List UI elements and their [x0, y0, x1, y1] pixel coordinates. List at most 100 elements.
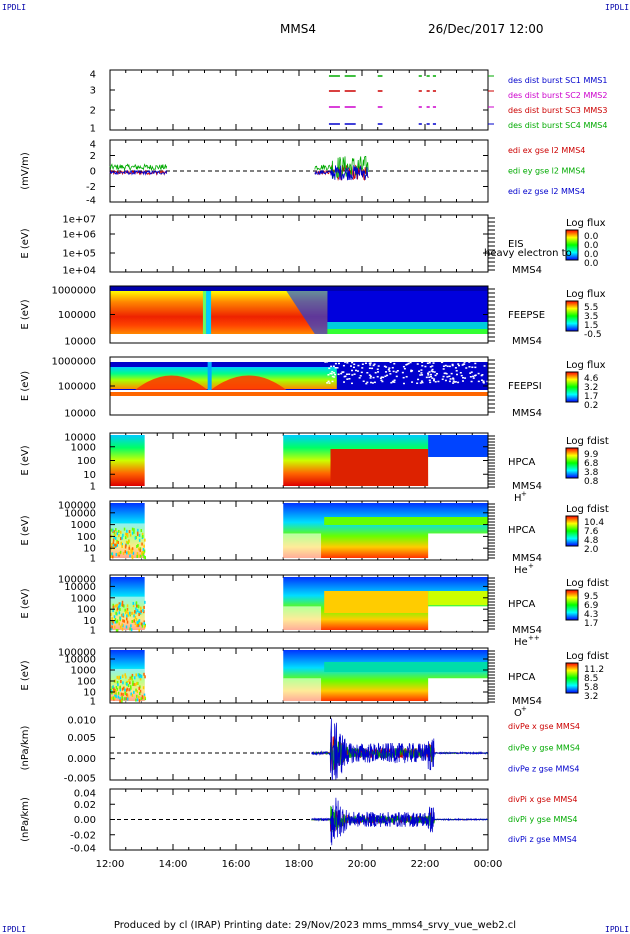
sparse-data-speckle [345, 373, 348, 376]
sparse-data-speckle [344, 361, 347, 363]
sparse-count-speckle [138, 619, 141, 623]
sparse-count-speckle [121, 699, 123, 703]
spacecraft-label: MMS4 [512, 408, 542, 419]
legend-entry: divPi y gse MMS4 [508, 815, 577, 824]
sparse-count-speckle [112, 620, 114, 624]
sparse-data-speckle [431, 365, 434, 367]
panel-frame [109, 574, 489, 633]
sparse-data-speckle [480, 374, 483, 377]
sparse-data-speckle [369, 375, 372, 378]
sparse-data-speckle [405, 375, 408, 378]
y-axis-label: (mV/m) [20, 152, 31, 190]
sparse-data-speckle [393, 379, 396, 381]
sparse-count-speckle [138, 686, 141, 690]
colorbar-tick-label: 2.0 [584, 545, 599, 555]
sparse-count-speckle [128, 545, 131, 549]
edi-series-trace [314, 156, 369, 179]
edi-series-trace [109, 169, 168, 176]
sparse-count-speckle [130, 628, 133, 632]
instrument-label: EIS [508, 239, 524, 250]
sparse-count-speckle [136, 544, 138, 548]
sparse-count-speckle [110, 691, 113, 695]
sparse-data-speckle [428, 361, 431, 364]
sparse-count-speckle [121, 600, 124, 604]
sparse-count-speckle [116, 607, 119, 611]
sparse-count-speckle [143, 693, 146, 697]
sparse-count-speckle [125, 536, 127, 540]
sparse-data-speckle [437, 380, 440, 383]
sparse-count-speckle [137, 543, 139, 547]
sparse-count-speckle [125, 675, 127, 679]
y-tick-label: 1 [90, 697, 96, 708]
sparse-low-energy [283, 678, 322, 702]
colorbar-title: Log fdist [566, 504, 609, 515]
sparse-count-speckle [138, 675, 141, 679]
sparse-count-speckle [120, 541, 123, 545]
sparse-data-speckle [462, 377, 465, 379]
sparse-count-speckle [144, 623, 146, 627]
sparse-count-speckle [130, 675, 133, 679]
sparse-count-speckle [116, 620, 118, 624]
y-tick-label: 1000 [71, 593, 96, 604]
sparse-count-speckle [126, 609, 128, 613]
sparse-data-speckle [452, 377, 455, 379]
sparse-data-speckle [454, 381, 457, 383]
sparse-data-speckle [427, 372, 430, 375]
sparse-count-speckle [120, 537, 122, 541]
sparse-data-speckle [420, 380, 423, 382]
y-tick-label: 100 [77, 677, 96, 688]
sparse-data-speckle [353, 363, 356, 366]
y-axis-label: (nPa/km) [20, 726, 31, 771]
sparse-count-speckle [140, 609, 142, 613]
sparse-count-speckle [118, 611, 121, 615]
sparse-data-speckle [381, 380, 384, 383]
y-tick-label: 0.02 [74, 800, 96, 811]
sparse-data-speckle [380, 376, 383, 378]
flux-dropout-edge [202, 291, 206, 334]
sparse-data-speckle [469, 376, 472, 378]
sparse-count-speckle [126, 604, 129, 608]
sparse-count-speckle [113, 625, 116, 629]
sparse-data-speckle [374, 371, 377, 374]
sparse-count-speckle [119, 602, 122, 606]
sparse-data-speckle [369, 377, 372, 379]
instrument-label: HPCA [508, 672, 536, 683]
colorbar-title: Log flux [566, 289, 606, 300]
sparse-count-speckle [124, 673, 126, 677]
sparse-data-speckle [430, 370, 433, 372]
y-axis-label: E (eV) [20, 228, 31, 258]
colorbar-tick-label: 1.5 [584, 321, 598, 331]
sparse-data-speckle [328, 382, 331, 384]
y-tick-label: 1000000 [51, 357, 96, 368]
sparse-data-speckle [425, 376, 428, 379]
colorbar [565, 371, 579, 403]
sparse-data-speckle [340, 372, 343, 375]
time-tick-label: 20:00 [348, 859, 377, 870]
sparse-count-speckle [138, 547, 140, 551]
colorbar-tick-label: 0.0 [584, 241, 599, 251]
sparse-count-speckle [143, 549, 146, 553]
sparse-data-speckle [450, 372, 453, 375]
panel-frame [109, 69, 489, 131]
sparse-data-speckle [429, 366, 432, 368]
sparse-count-speckle [117, 683, 119, 687]
sparse-count-speckle [127, 613, 130, 617]
sparse-count-speckle [130, 677, 132, 681]
sparse-count-speckle [129, 676, 132, 680]
sparse-count-speckle [111, 554, 113, 558]
sparse-data-speckle [382, 376, 385, 379]
ion-charge-label: + [528, 562, 534, 570]
sparse-data-speckle [344, 375, 347, 378]
sparse-count-speckle [130, 550, 132, 554]
pressure-divergence-trace [311, 797, 489, 846]
y-tick-label: 100 [77, 456, 96, 467]
flux-dropout [207, 362, 212, 390]
sparse-data-speckle [402, 382, 405, 385]
sparse-data-speckle [332, 365, 335, 367]
y-axis-label: E (eV) [20, 445, 31, 475]
sparse-count-speckle [134, 615, 137, 619]
sparse-count-speckle [134, 536, 137, 540]
sparse-data-speckle [444, 379, 447, 382]
